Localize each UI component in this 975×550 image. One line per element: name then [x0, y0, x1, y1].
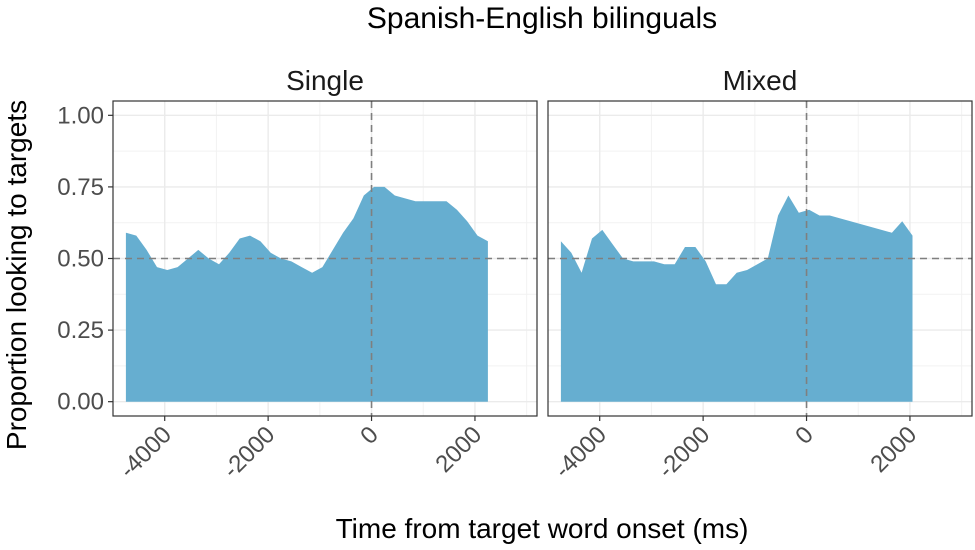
x-tick-label: 0: [790, 421, 819, 450]
x-tick-label: -4000: [114, 421, 177, 484]
y-tick-label: 0.25: [57, 317, 104, 344]
panel-single: Single 0.00 0.25 0.50 0.75 1.00 -4000 -2000 0 200…: [57, 65, 538, 484]
panels: Single 0.00 0.25 0.50 0.75 1.00 -4000 -2000 0 200…: [57, 65, 973, 484]
x-tick-label: 0: [355, 421, 384, 450]
panel-mixed: Mixed -4000 -2000 0 2000: [547, 65, 973, 484]
panel-border: [547, 100, 973, 417]
panel-label: Mixed: [723, 65, 798, 96]
area-series: [560, 195, 913, 402]
x-tick-label: -2000: [653, 421, 716, 484]
x-tick-label: -4000: [549, 421, 612, 484]
y-tick-label: 1.00: [57, 102, 104, 129]
x-tick-label: 2000: [865, 421, 922, 478]
x-tick-label: 2000: [430, 421, 487, 478]
x-axis-title: Time from target word onset (ms): [336, 513, 749, 544]
chart-title: Spanish-English bilinguals: [367, 2, 717, 35]
y-tick-label: 0.00: [57, 389, 104, 416]
area-series: [125, 186, 488, 402]
x-tick-label: -2000: [218, 421, 281, 484]
panel-label: Single: [286, 65, 364, 96]
y-tick-label: 0.75: [57, 174, 104, 201]
y-tick-label: 0.50: [57, 246, 104, 273]
y-axis-title: Proportion looking to targets: [1, 100, 32, 450]
